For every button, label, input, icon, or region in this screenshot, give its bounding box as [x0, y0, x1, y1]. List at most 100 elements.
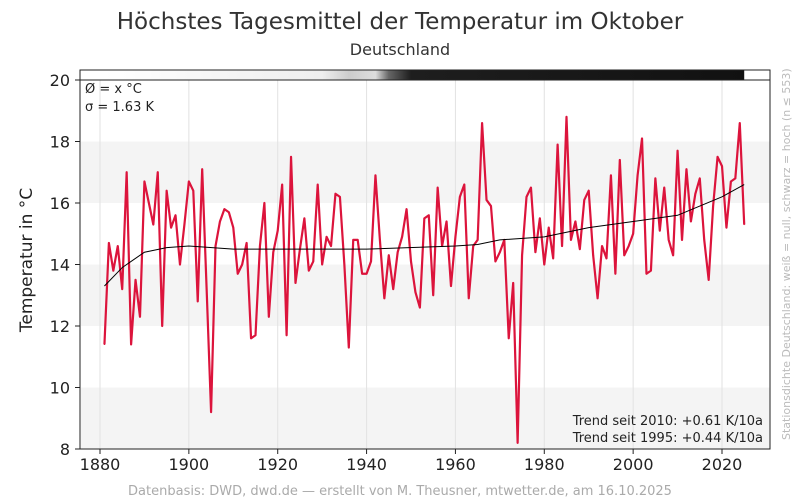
y-tick-label: 18 [50, 133, 70, 152]
data-point [703, 239, 705, 241]
data-point [459, 196, 461, 198]
data-point [628, 245, 630, 247]
data-point [739, 122, 741, 124]
data-point [108, 242, 110, 244]
data-point [334, 193, 337, 195]
data-point [588, 190, 590, 192]
data-point [579, 248, 581, 250]
data-point [614, 273, 616, 275]
data-point [565, 116, 568, 118]
data-point [223, 208, 225, 210]
data-point [192, 190, 194, 192]
data-point [112, 270, 114, 272]
data-point [539, 217, 541, 219]
data-point [525, 196, 528, 198]
y-tick-label: 8 [60, 440, 70, 459]
data-point [414, 291, 417, 293]
data-point [250, 337, 252, 339]
data-point [321, 263, 323, 266]
data-point [259, 245, 261, 247]
station-density-note: Stationsdichte Deutschland: weiß = null,… [780, 68, 793, 440]
data-point [605, 257, 608, 259]
data-point [117, 245, 119, 247]
data-point [228, 211, 230, 213]
data-point [201, 168, 203, 170]
data-point [721, 165, 723, 167]
data-point [157, 171, 159, 173]
data-point [170, 227, 172, 229]
data-point [557, 143, 559, 146]
data-point [219, 220, 221, 223]
data-point [161, 325, 163, 327]
data-point [303, 217, 305, 219]
data-point [730, 180, 732, 183]
data-point [699, 177, 701, 179]
data-point [521, 254, 523, 256]
data-point [254, 334, 257, 336]
data-point [725, 227, 728, 229]
data-point [530, 187, 532, 189]
y-tick-label: 12 [50, 317, 70, 336]
data-point [210, 411, 212, 413]
data-point [685, 168, 688, 170]
data-point [397, 251, 399, 253]
data-point [286, 334, 288, 336]
data-point [339, 196, 341, 198]
data-point [357, 239, 359, 241]
data-point [174, 214, 177, 216]
data-point [672, 254, 674, 256]
data-point [636, 174, 639, 176]
data-point [543, 263, 545, 266]
data-point [472, 245, 474, 247]
data-point [121, 288, 123, 290]
trend-line [104, 184, 745, 287]
x-tick-label: 1960 [435, 455, 476, 474]
data-point [348, 346, 350, 349]
data-point [206, 288, 208, 290]
data-point [410, 260, 412, 263]
data-point [237, 273, 239, 275]
data-point [650, 270, 652, 272]
data-point [317, 183, 319, 186]
data-point [432, 294, 434, 296]
plot-frame [79, 69, 771, 450]
data-point [370, 260, 372, 263]
data-point [694, 193, 696, 195]
data-point [517, 442, 519, 444]
data-point [188, 180, 190, 183]
data-point [232, 227, 234, 229]
data-point [152, 223, 154, 226]
data-point [485, 199, 488, 201]
y-axis-label: Temperatur in °C [17, 188, 37, 333]
data-point [623, 254, 625, 256]
data-point [388, 254, 390, 256]
data-point [374, 174, 377, 176]
data-point [548, 227, 550, 229]
data-point [405, 208, 408, 210]
data-point [139, 316, 141, 318]
data-point [134, 279, 137, 281]
data-point [330, 245, 332, 247]
data-point [632, 233, 634, 235]
trend-2010: Trend seit 2010: +0.61 K/10a [572, 414, 763, 429]
data-point [690, 220, 692, 223]
data-point [601, 245, 603, 247]
x-tick-label: 1980 [524, 455, 565, 474]
data-point [197, 300, 199, 302]
data-point [512, 282, 514, 284]
data-point [534, 251, 537, 253]
data-point [468, 297, 470, 299]
data-point [423, 217, 425, 219]
x-tick-label: 1900 [168, 455, 209, 474]
data-point [428, 214, 430, 216]
x-tick-label: 2000 [613, 455, 654, 474]
x-tick-label: 1920 [257, 455, 298, 474]
data-point [268, 316, 270, 318]
data-point [272, 251, 274, 253]
x-tick-label: 2020 [702, 455, 743, 474]
data-point [214, 245, 217, 247]
data-point [312, 260, 314, 263]
data-point [734, 177, 736, 179]
chart-title: Höchstes Tagesmittel der Temperatur im O… [117, 9, 684, 35]
